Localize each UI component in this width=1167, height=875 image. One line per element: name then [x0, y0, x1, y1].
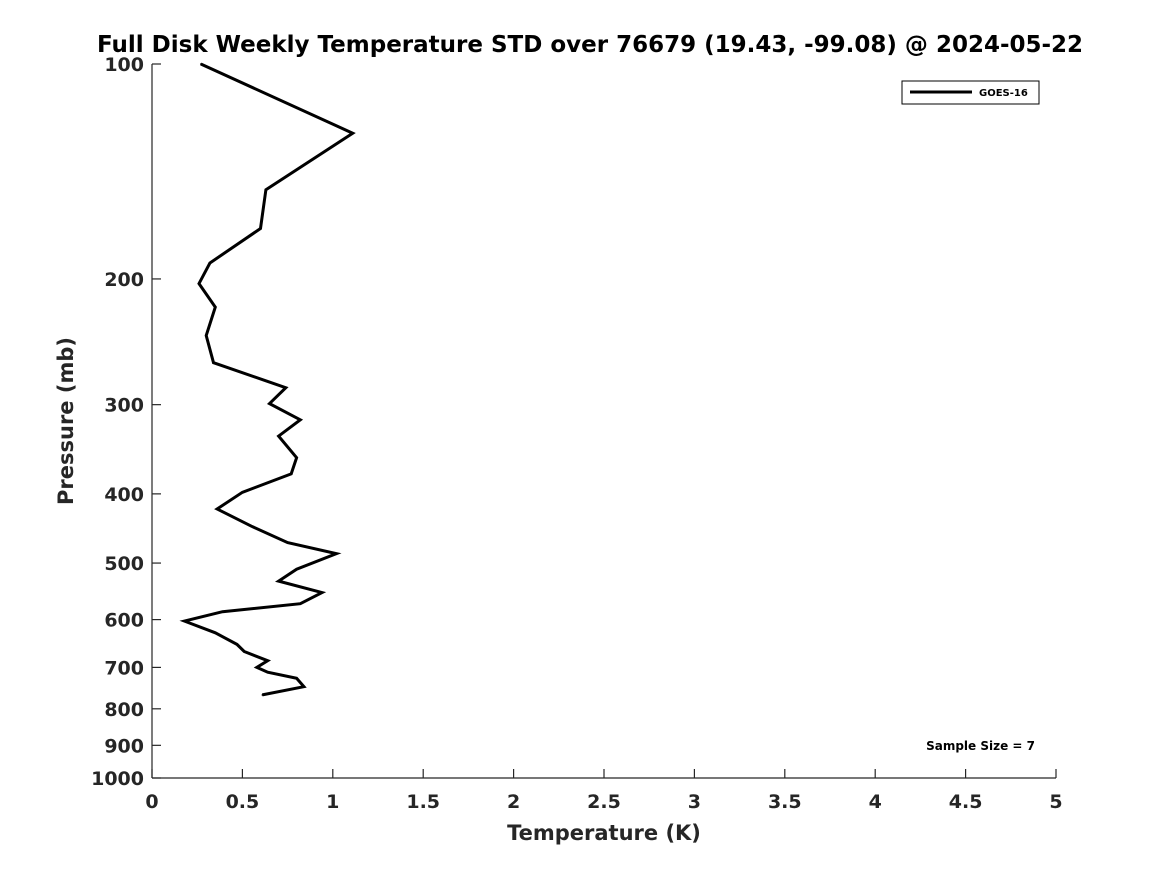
data-point: [351, 132, 354, 134]
series-line-goes-16: [179, 62, 356, 697]
x-tick-label: 2.5: [587, 791, 621, 813]
data-point: [266, 659, 269, 662]
chart-title: Full Disk Weekly Temperature STD over 76…: [97, 32, 1083, 58]
data-point: [212, 361, 215, 364]
data-point: [335, 552, 338, 555]
legend-label-goes-16: GOES-16: [979, 88, 1028, 99]
x-tick-label: 3.5: [768, 791, 802, 813]
data-point: [290, 473, 293, 475]
x-tick-label: 0: [145, 791, 158, 813]
data-point: [183, 620, 186, 622]
data-point: [321, 591, 323, 594]
y-tick-label: 400: [104, 484, 144, 506]
data-point: [303, 685, 305, 688]
x-tick-label: 1: [326, 791, 339, 813]
y-tick-label: 300: [104, 395, 144, 417]
y-axis-label: Pressure (mb): [54, 337, 78, 505]
sample-size-annotation: Sample Size = 7: [926, 739, 1035, 753]
x-tick-label: 4: [869, 791, 882, 813]
data-point: [295, 568, 298, 570]
x-tick-label: 4.5: [949, 791, 983, 813]
x-tick-label: 3: [688, 791, 701, 813]
data-point: [236, 643, 238, 646]
x-tick-label: 0.5: [226, 791, 260, 813]
x-axis-ticks: 0 0.5 1 1.5 2 2.5 3 3.5 4 4.5 5: [145, 769, 1063, 813]
y-tick-label: 600: [104, 610, 144, 632]
y-tick-label: 500: [104, 553, 144, 575]
y-tick-label: 700: [104, 657, 144, 679]
y-tick-label: 200: [104, 269, 144, 291]
y-tick-label: 800: [104, 699, 144, 721]
x-axis-label: Temperature (K): [507, 821, 701, 845]
data-point: [198, 282, 200, 285]
series-layer: [179, 62, 356, 697]
x-tick-label: 2: [507, 791, 520, 813]
data-point: [268, 402, 271, 405]
data-point: [221, 610, 224, 613]
data-point: [205, 334, 207, 337]
data-point: [259, 227, 262, 230]
plot-frame: [151, 64, 1056, 779]
data-point: [250, 525, 253, 527]
data-point: [214, 306, 217, 308]
x-tick-label: 5: [1049, 791, 1062, 813]
y-tick-label: 1000: [91, 768, 144, 790]
data-point: [295, 677, 298, 680]
y-tick-label: 100: [104, 54, 144, 76]
x-tick-label: 1.5: [406, 791, 440, 813]
data-point: [299, 602, 302, 605]
y-axis-ticks: 100 200 300 400 500 600 700 800 900 1000: [91, 54, 161, 790]
data-point: [285, 386, 287, 389]
data-point: [214, 632, 217, 634]
data-point: [286, 541, 289, 544]
data-point: [277, 435, 280, 437]
data-point: [216, 508, 218, 510]
data-point: [277, 580, 280, 582]
data-point: [243, 650, 245, 653]
data-point: [265, 188, 267, 191]
data-point: [209, 262, 211, 264]
legend: GOES-16: [901, 80, 1040, 105]
data-point: [299, 419, 302, 421]
data-point: [295, 456, 298, 459]
data-point: [200, 63, 202, 65]
data-point: [266, 671, 269, 673]
data-point: [241, 491, 244, 494]
data-point: [256, 666, 258, 669]
data-point: [261, 694, 264, 696]
y-tick-label: 900: [104, 735, 144, 757]
